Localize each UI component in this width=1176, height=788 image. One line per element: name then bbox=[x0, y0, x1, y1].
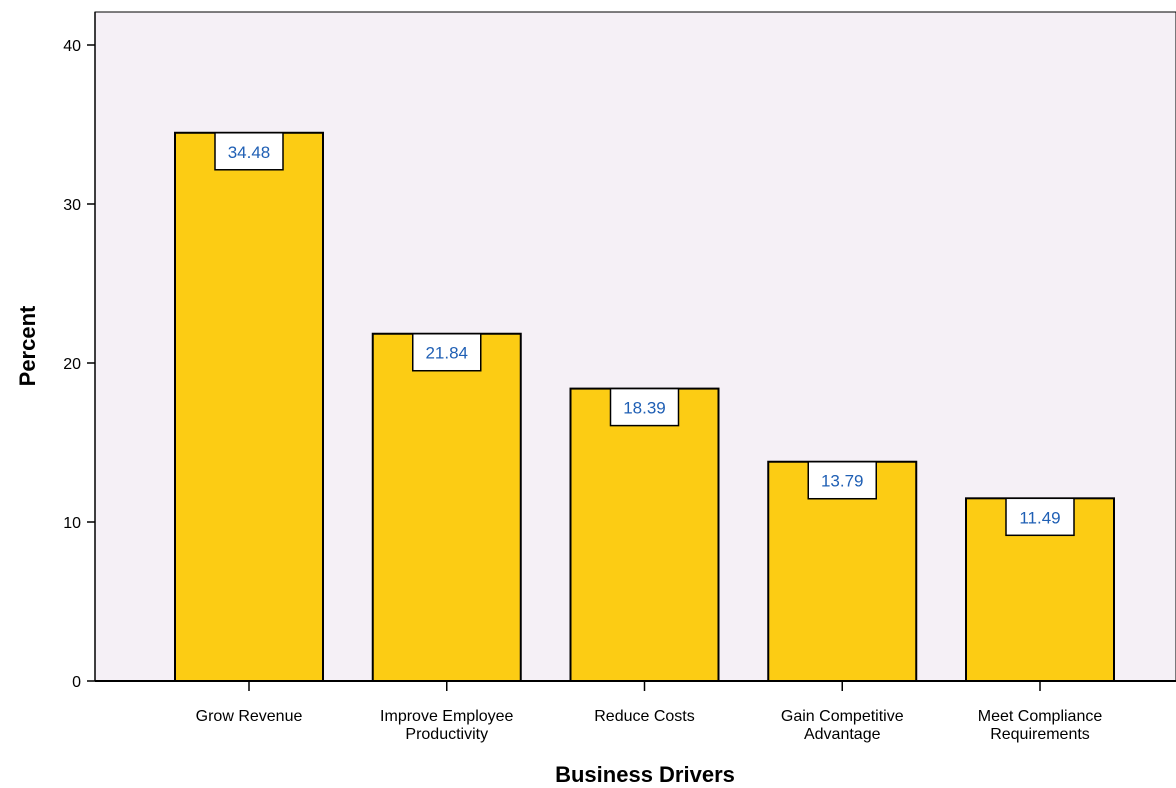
bar bbox=[371, 332, 522, 682]
data-label-box bbox=[609, 387, 680, 427]
bars-group: 34.48 21.84 18.39 13.79 11.49 bbox=[174, 131, 1115, 683]
data-label: 11.49 bbox=[1019, 508, 1060, 527]
data-label: 18.39 bbox=[623, 399, 666, 418]
x-tick-label: Reduce Costs bbox=[594, 708, 695, 725]
y-axis-title: Percent bbox=[15, 305, 40, 386]
y-tick-label: 0 bbox=[72, 674, 81, 691]
bar bbox=[569, 387, 720, 682]
x-tick-label: Gain Competitive bbox=[781, 708, 904, 725]
data-label: 34.48 bbox=[228, 143, 271, 162]
data-label-box bbox=[412, 332, 482, 372]
y-tick-label: 40 bbox=[63, 38, 81, 55]
x-axis-title: Business Drivers bbox=[555, 762, 735, 787]
data-label-box bbox=[1005, 497, 1075, 537]
data-label-box bbox=[214, 132, 284, 171]
x-tick-label: Grow Revenue bbox=[196, 708, 303, 725]
y-tick-label: 20 bbox=[63, 356, 81, 373]
x-axis: Grow Revenue Improve EmployeeProductivity… bbox=[95, 680, 1176, 743]
bar bbox=[174, 131, 324, 682]
y-axis: 0 10 20 30 40 bbox=[63, 12, 96, 691]
data-label-box bbox=[807, 460, 877, 500]
x-tick-label: Meet Compliance bbox=[978, 708, 1103, 725]
x-tick-label: Productivity bbox=[405, 726, 488, 743]
x-tick-label: Improve Employee bbox=[380, 708, 513, 725]
x-tick-label: Requirements bbox=[990, 726, 1090, 743]
x-tick-label: Advantage bbox=[804, 726, 881, 743]
y-tick-label: 10 bbox=[63, 515, 81, 532]
data-label: 13.79 bbox=[821, 472, 864, 491]
y-tick-label: 30 bbox=[63, 197, 81, 214]
data-label: 21.84 bbox=[425, 344, 468, 363]
